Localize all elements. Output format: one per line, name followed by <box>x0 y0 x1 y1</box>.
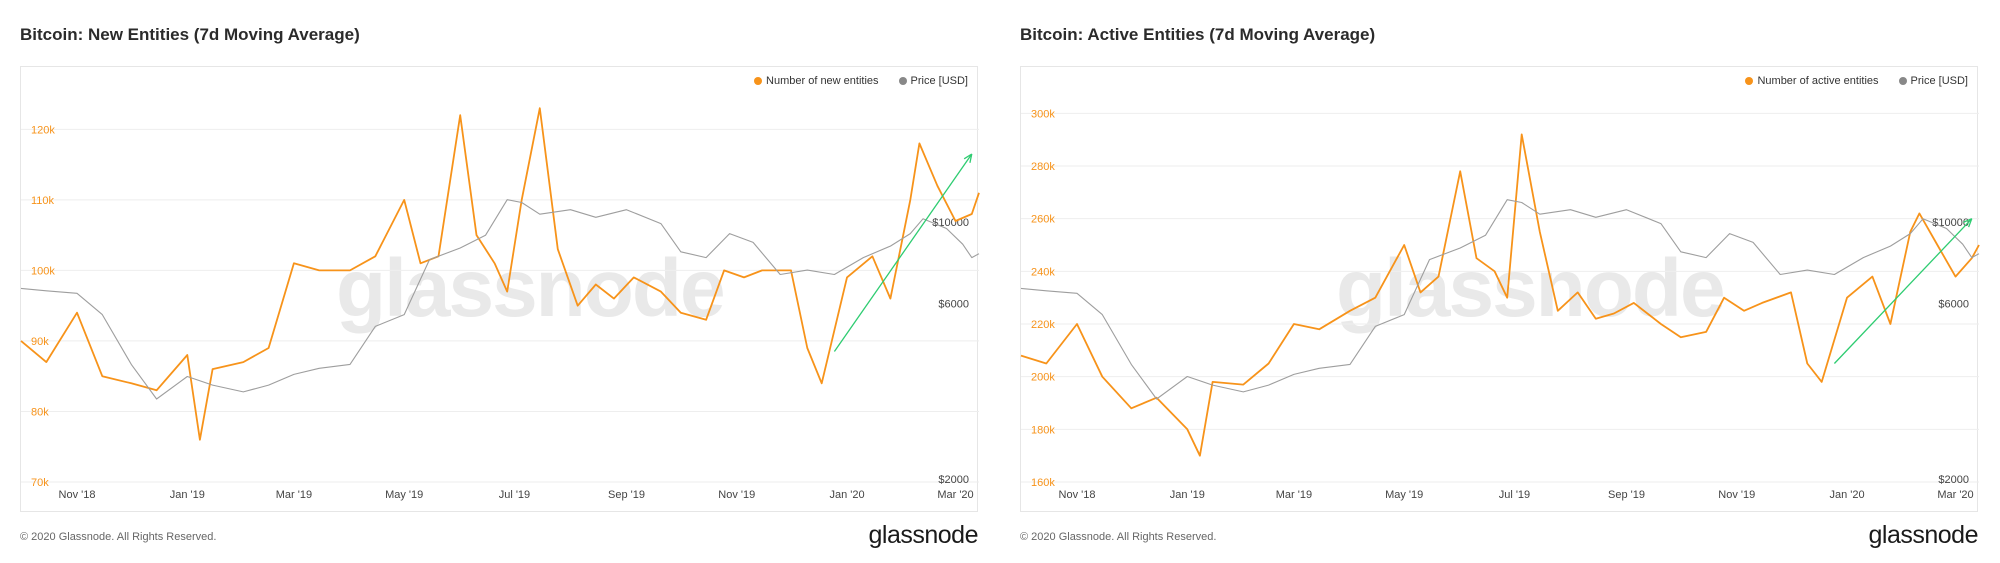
x-tick-label: Jul '19 <box>1499 489 1530 501</box>
chart-svg-active-entities: 160k 180k 200k 220k 240k 260k 280k 300k $2000 $60… <box>1020 108 1980 501</box>
chart-legend: Number of active entities Price [USD] <box>1745 75 1968 87</box>
x-tick-label: Mar '20 <box>1937 489 1973 501</box>
x-tick-label: Jan '20 <box>829 489 864 501</box>
x-tick-label: Nov '18 <box>59 489 96 501</box>
trend-arrow-head <box>1963 218 1973 228</box>
legend-item-price[interactable]: Price [USD] <box>1898 75 1968 87</box>
legend-dot-orange <box>754 77 763 85</box>
chart-title: Bitcoin: New Entities (7d Moving Average… <box>20 25 360 44</box>
price-line <box>1020 199 1980 400</box>
y-tick-label: 180k <box>1031 424 1055 436</box>
x-tick-label: Mar '19 <box>276 489 312 501</box>
legend-dot-orange <box>1745 77 1754 85</box>
price-tick-label: $10000 <box>932 217 969 229</box>
y-tick-label: 110k <box>31 195 55 207</box>
x-tick-label: Nov '19 <box>718 489 755 501</box>
y-tick-label: 300k <box>1031 108 1055 120</box>
legend-dot-gray <box>898 77 907 85</box>
legend-item-price[interactable]: Price [USD] <box>898 75 968 87</box>
y-tick-label: 90k <box>31 336 49 348</box>
y-tick-label: 280k <box>1031 161 1055 173</box>
chart-panel-new-entities: Bitcoin: New Entities (7d Moving Average… <box>20 25 980 549</box>
price-tick-label: $6000 <box>938 299 969 311</box>
y-tick-label: 220k <box>1031 319 1055 331</box>
trend-arrow-head <box>963 153 973 163</box>
chart-legend: Number of new entities Price [USD] <box>754 75 968 87</box>
legend-label: Number of new entities <box>766 75 879 87</box>
y-tick-label: 260k <box>1031 214 1055 226</box>
entities-line <box>20 107 980 441</box>
legend-item-new-entities[interactable]: Number of new entities <box>754 75 879 87</box>
y-tick-label: 120k <box>31 124 55 136</box>
y-tick-label: 240k <box>1031 266 1055 278</box>
legend-label: Price [USD] <box>1910 75 1968 87</box>
x-tick-label: Mar '19 <box>1276 489 1312 501</box>
glassnode-logo[interactable]: glassnode <box>1868 521 1979 549</box>
y-tick-label: 160k <box>1031 477 1055 489</box>
chart-panel-active-entities: Bitcoin: Active Entities (7d Moving Aver… <box>1000 0 2000 563</box>
legend-label: Number of active entities <box>1757 75 1879 87</box>
y-tick-label: 80k <box>31 406 49 418</box>
x-tick-label: Sep '19 <box>608 489 645 501</box>
x-tick-label: Sep '19 <box>1608 489 1645 501</box>
y-tick-label: 100k <box>31 265 55 277</box>
price-tick-label: $2000 <box>1938 474 1969 486</box>
x-tick-label: Jan '19 <box>170 489 205 501</box>
chart-area: glassnode 70k 80k 90k 100k 110k 120k $2000 $600… <box>20 66 980 512</box>
x-tick-label: Jan '20 <box>1829 489 1864 501</box>
copyright-text: © 2020 Glassnode. All Rights Reserved. <box>20 531 217 543</box>
glassnode-logo[interactable]: glassnode <box>868 521 979 549</box>
x-tick-label: Jul '19 <box>499 489 530 501</box>
trend-arrow-line <box>1833 218 1973 364</box>
x-tick-label: Nov '19 <box>1718 489 1755 501</box>
copyright-text: © 2020 Glassnode. All Rights Reserved. <box>1020 531 1217 543</box>
x-tick-label: May '19 <box>1385 489 1423 501</box>
y-tick-label: 70k <box>31 477 49 489</box>
x-tick-label: Nov '18 <box>1059 489 1096 501</box>
x-tick-label: Jan '19 <box>1170 489 1205 501</box>
x-tick-label: Mar '20 <box>937 489 973 501</box>
legend-label: Price [USD] <box>910 75 968 87</box>
x-tick-label: May '19 <box>385 489 423 501</box>
y-tick-label: 200k <box>1031 372 1055 384</box>
chart-svg-new-entities: 70k 80k 90k 100k 110k 120k $2000 $6000 $10000 Nov… <box>20 107 980 501</box>
legend-item-active-entities[interactable]: Number of active entities <box>1745 75 1879 87</box>
chart-area: glassnode 160k 180k 200k 220k 240k 260k 280k 30… <box>1020 66 1980 512</box>
entities-line <box>1020 133 1980 457</box>
price-line <box>20 199 980 400</box>
trend-arrow-line <box>833 153 973 352</box>
legend-dot-gray <box>1898 77 1907 85</box>
price-tick-label: $6000 <box>1938 299 1969 311</box>
chart-title: Bitcoin: Active Entities (7d Moving Aver… <box>1020 25 1376 44</box>
price-tick-label: $2000 <box>938 474 969 486</box>
